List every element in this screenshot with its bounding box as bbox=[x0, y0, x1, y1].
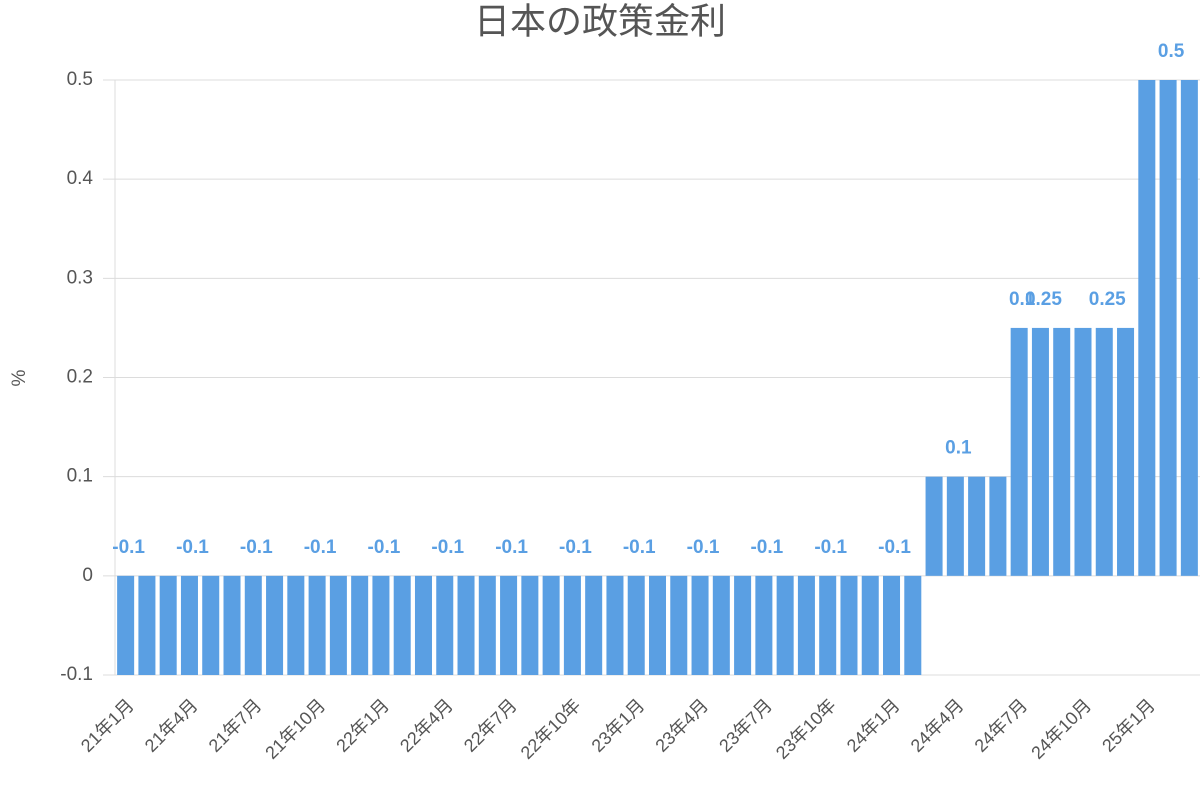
bar bbox=[755, 575, 773, 675]
bar bbox=[266, 575, 284, 675]
bar bbox=[180, 575, 198, 675]
y-tick-label: -0.1 bbox=[60, 664, 93, 685]
bar bbox=[1180, 80, 1198, 576]
chart-title: 日本の政策金利 bbox=[474, 1, 726, 42]
y-tick-label: 0.5 bbox=[67, 69, 93, 90]
bar bbox=[776, 575, 794, 675]
bar bbox=[968, 476, 986, 576]
x-tick-label: 23年4月 bbox=[651, 695, 712, 756]
x-tick-label: 24年10月 bbox=[1027, 695, 1095, 763]
bar bbox=[1053, 327, 1071, 576]
data-label: -0.1 bbox=[750, 537, 783, 558]
bar bbox=[1031, 327, 1049, 576]
bar bbox=[883, 575, 901, 675]
bar bbox=[691, 575, 709, 675]
data-label: -0.1 bbox=[112, 537, 145, 558]
bar bbox=[308, 575, 326, 675]
data-label: -0.1 bbox=[368, 537, 401, 558]
bar bbox=[563, 575, 581, 675]
bar bbox=[351, 575, 369, 675]
x-tick-label: 24年7月 bbox=[971, 695, 1032, 756]
x-tick-label: 23年10年 bbox=[772, 695, 840, 763]
x-tick-label: 23年1月 bbox=[588, 695, 649, 756]
x-tick-label: 21年4月 bbox=[141, 695, 202, 756]
bar bbox=[712, 575, 730, 675]
y-tick-label: 0.2 bbox=[67, 367, 93, 388]
y-tick-label: 0 bbox=[82, 565, 93, 586]
y-axis-label: % bbox=[9, 369, 30, 386]
bar bbox=[1074, 327, 1092, 576]
bar bbox=[372, 575, 390, 675]
x-tick-label: 24年4月 bbox=[907, 695, 968, 756]
data-label: -0.1 bbox=[878, 537, 911, 558]
bar bbox=[457, 575, 475, 675]
y-tick-label: 0.4 bbox=[67, 168, 94, 189]
x-tick-label: 22年10年 bbox=[517, 695, 585, 763]
y-tick-label: 0.1 bbox=[67, 466, 93, 487]
data-label: 0.25 bbox=[1025, 289, 1062, 310]
x-tick-label: 22年1月 bbox=[332, 695, 393, 756]
x-tick-label: 21年10月 bbox=[261, 695, 329, 763]
data-label: -0.1 bbox=[687, 537, 720, 558]
data-label: 0.25 bbox=[1089, 289, 1126, 310]
data-label: -0.1 bbox=[431, 537, 464, 558]
data-label: 0.1 bbox=[1009, 289, 1036, 310]
bar bbox=[542, 575, 560, 675]
data-label: -0.1 bbox=[559, 537, 592, 558]
x-tick-label: 21年7月 bbox=[205, 695, 266, 756]
y-tick-label: 0.3 bbox=[67, 267, 93, 288]
bar bbox=[1138, 80, 1156, 576]
data-label: -0.1 bbox=[304, 537, 337, 558]
bar bbox=[1010, 327, 1028, 576]
x-tick-label: 21年1月 bbox=[77, 695, 138, 756]
bar bbox=[521, 575, 539, 675]
bar bbox=[989, 476, 1007, 576]
bar bbox=[1159, 80, 1177, 576]
bar bbox=[585, 575, 603, 675]
bar bbox=[946, 476, 964, 576]
bar bbox=[861, 575, 879, 675]
bar bbox=[202, 575, 220, 675]
bar bbox=[797, 575, 815, 675]
bar bbox=[734, 575, 752, 675]
bar bbox=[159, 575, 177, 675]
bar bbox=[840, 575, 858, 675]
bar bbox=[117, 575, 135, 675]
bar bbox=[436, 575, 454, 675]
x-tick-label: 22年7月 bbox=[460, 695, 521, 756]
bar bbox=[627, 575, 645, 675]
x-tick-label: 22年4月 bbox=[396, 695, 457, 756]
data-label: -0.1 bbox=[495, 537, 528, 558]
bar bbox=[904, 575, 922, 675]
data-label: 0.1 bbox=[945, 438, 972, 459]
data-label: -0.1 bbox=[623, 537, 656, 558]
data-label: 0.5 bbox=[1158, 41, 1185, 62]
bar bbox=[500, 575, 518, 675]
data-label: -0.1 bbox=[240, 537, 273, 558]
bar bbox=[648, 575, 667, 675]
bar bbox=[925, 476, 943, 576]
bar bbox=[223, 575, 241, 675]
x-tick-label: 23年7月 bbox=[715, 695, 776, 756]
x-tick-label: 24年1月 bbox=[843, 695, 904, 756]
bar bbox=[138, 575, 156, 675]
x-tick-label: 25年1月 bbox=[1098, 695, 1159, 756]
bar bbox=[329, 575, 347, 675]
data-label: -0.1 bbox=[176, 537, 209, 558]
bar bbox=[670, 575, 688, 675]
data-label: -0.1 bbox=[814, 537, 847, 558]
bar bbox=[1095, 327, 1113, 576]
bar bbox=[393, 575, 411, 675]
bar bbox=[1117, 327, 1135, 576]
bar bbox=[606, 575, 624, 675]
bar bbox=[287, 575, 305, 675]
bar bbox=[819, 575, 837, 675]
bar bbox=[414, 575, 432, 675]
bar bbox=[478, 575, 496, 675]
bar bbox=[244, 575, 262, 675]
